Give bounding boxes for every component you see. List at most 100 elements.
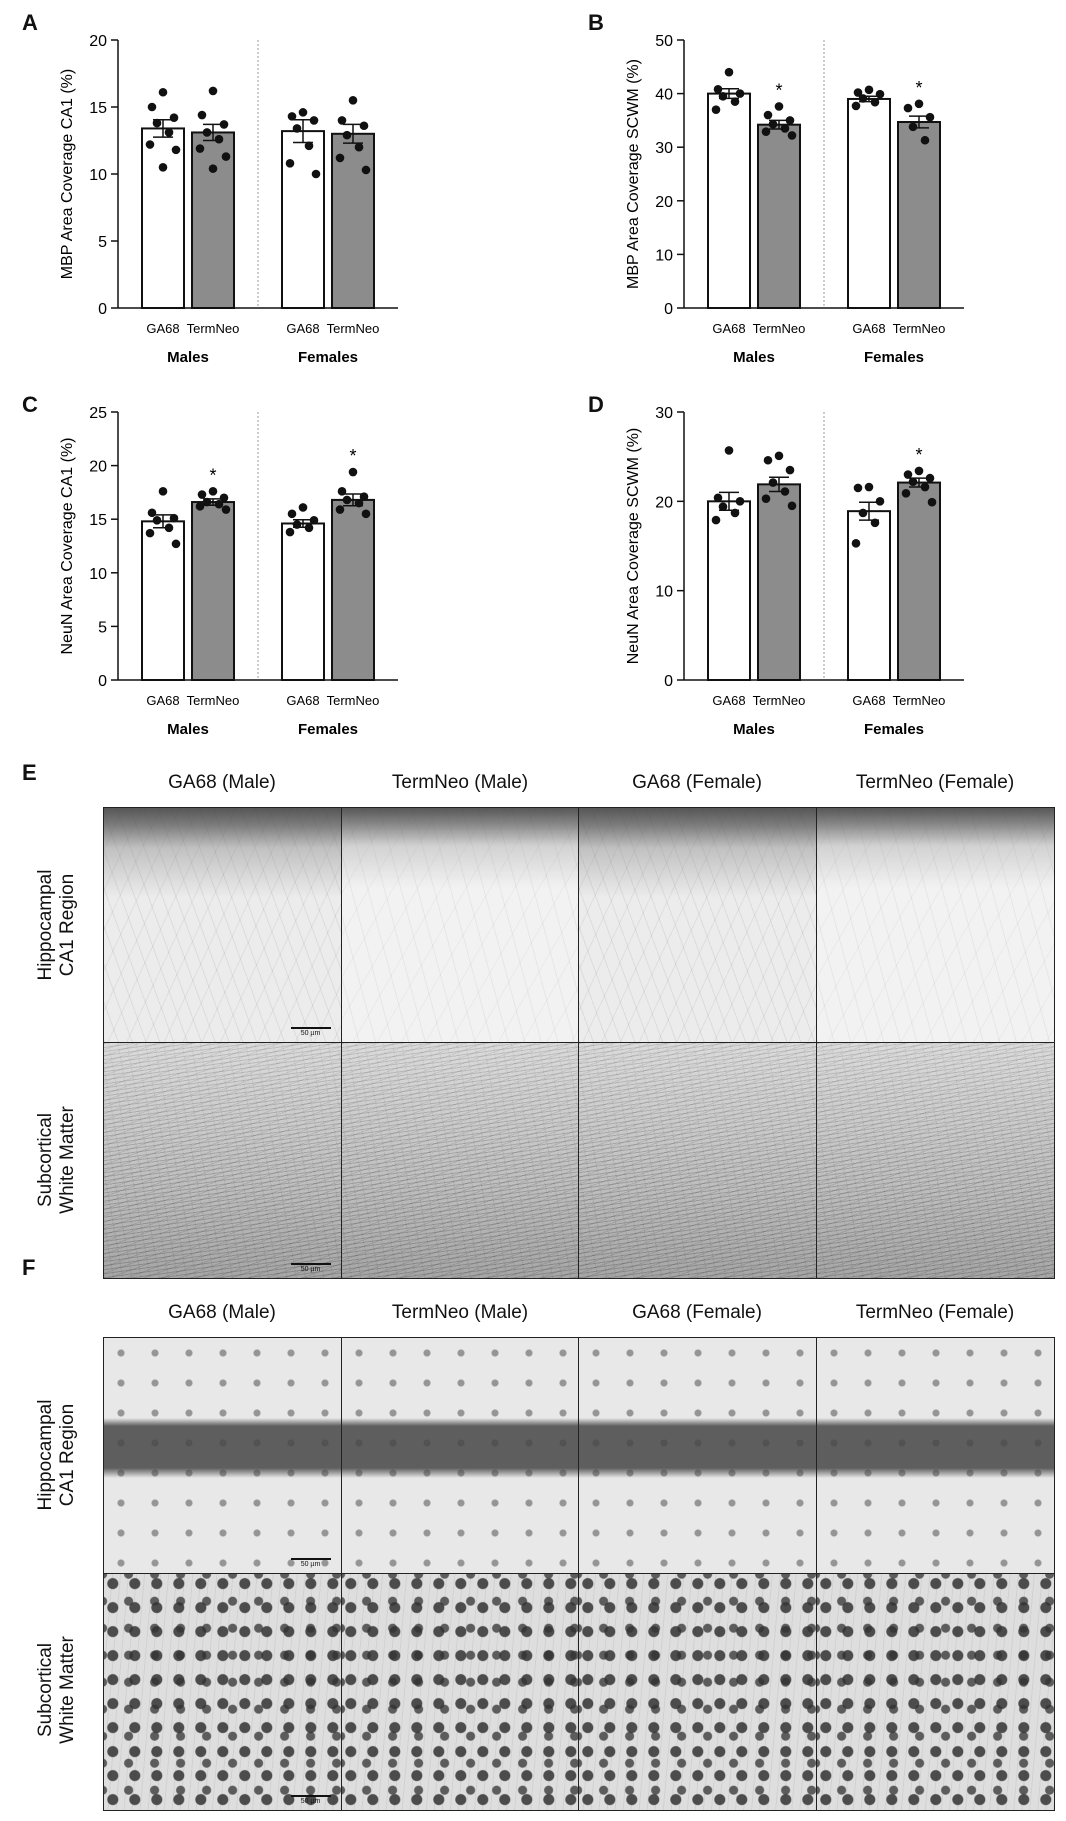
panel-letter-f: F — [22, 1255, 36, 1280]
data-point — [171, 539, 181, 549]
e-image-hippocampal-ga68-female — [579, 808, 817, 1043]
bar-d-1 — [757, 483, 801, 681]
data-point — [713, 85, 723, 94]
y-tick-label: 15 — [89, 100, 107, 117]
data-point — [208, 487, 218, 496]
data-point — [787, 501, 797, 511]
data-point — [221, 505, 231, 514]
data-point — [337, 116, 347, 125]
data-point — [304, 141, 314, 151]
category-label: GA68 — [852, 693, 885, 708]
data-point — [908, 122, 918, 132]
category-label: GA68 — [146, 693, 179, 708]
y-axis-label: NeuN Area Coverage CA1 (%) — [59, 438, 76, 655]
data-point — [219, 493, 229, 503]
data-point — [337, 487, 347, 496]
e-col-title-1: GA68 (Male) — [168, 772, 276, 793]
group-label: Males — [167, 721, 209, 738]
data-point — [735, 89, 745, 98]
data-point — [147, 102, 157, 112]
f-image-hippocampal-ga68-male: 50 µm — [104, 1338, 342, 1574]
data-point — [761, 494, 771, 503]
data-point — [298, 108, 308, 117]
data-point — [763, 455, 773, 465]
chart-a: 0 5 10 15 20 MBP Area Coverage CA1 (%) GA68 Ter… — [59, 33, 398, 366]
data-point — [214, 134, 224, 144]
data-point — [145, 528, 155, 538]
data-point — [348, 467, 358, 477]
data-point — [342, 495, 352, 505]
e-image-grid: 50 µm 50 µm — [103, 807, 1055, 1279]
data-point — [724, 446, 734, 455]
f-row-label-hippocampal: Hippocampal CA1 Region — [35, 1399, 78, 1511]
e-image-white-matter-termneo-female — [816, 1043, 1054, 1278]
data-point — [147, 508, 157, 518]
bar-c-2 — [281, 522, 325, 681]
data-point — [785, 116, 795, 125]
y-tick-label: 0 — [664, 673, 673, 690]
category-label: TermNeo — [327, 321, 380, 336]
e-image-white-matter-ga68-female — [579, 1043, 817, 1278]
data-point — [851, 539, 861, 548]
data-point — [768, 478, 778, 487]
bar-b-3 — [897, 121, 941, 310]
chart-b: 0 10 20 30 40 50 MBP Area Coverage SCWM (%) GA6… — [625, 33, 964, 366]
bar-c-1 — [191, 501, 235, 681]
bar-a-3 — [331, 132, 375, 309]
category-label: TermNeo — [187, 693, 240, 708]
y-tick-label: 30 — [655, 140, 673, 157]
y-tick-label: 30 — [655, 405, 673, 422]
y-tick-label: 5 — [98, 234, 107, 251]
data-point — [785, 465, 795, 475]
y-tick-label: 15 — [89, 512, 107, 529]
e-col-title-4: TermNeo (Female) — [855, 772, 1015, 793]
bar-b-0 — [707, 92, 751, 309]
data-point — [208, 164, 218, 173]
data-point — [169, 113, 179, 123]
group-label: Males — [733, 349, 775, 366]
data-point — [348, 96, 358, 105]
data-point — [875, 497, 885, 506]
e-image-hippocampal-termneo-female — [816, 808, 1054, 1043]
data-point — [718, 91, 728, 101]
group-label: Females — [864, 349, 924, 366]
data-point — [309, 116, 319, 125]
data-point — [730, 508, 740, 518]
panel-letter-c: C — [22, 392, 38, 417]
group-label: Females — [298, 349, 358, 366]
y-tick-label: 20 — [655, 194, 673, 211]
data-point — [164, 128, 174, 137]
f-image-white-matter-ga68-male: 50 µm — [104, 1574, 342, 1810]
data-point — [718, 502, 728, 511]
data-point — [158, 87, 168, 97]
e-col-title-3: GA68 (Female) — [632, 772, 762, 793]
data-point — [761, 127, 771, 136]
y-tick-label: 10 — [655, 584, 673, 601]
y-tick-label: 40 — [655, 87, 673, 104]
data-point — [158, 163, 168, 172]
bar-d-3 — [897, 481, 941, 681]
e-image-white-matter-termneo-male — [341, 1043, 579, 1278]
data-point — [359, 492, 369, 501]
category-label: TermNeo — [327, 693, 380, 708]
data-point — [197, 490, 207, 499]
data-point — [285, 527, 295, 537]
data-point — [361, 509, 371, 519]
data-point — [908, 477, 918, 486]
f-col-title-4: TermNeo (Female) — [855, 1302, 1015, 1323]
chart-d: 0 10 20 30 NeuN Area Coverage SCWM (%) GA68 Te… — [625, 405, 964, 738]
data-point — [864, 85, 874, 95]
bar-b-2 — [847, 97, 891, 309]
significance-marker: * — [915, 445, 922, 465]
y-tick-label: 5 — [98, 619, 107, 636]
y-tick-label: 0 — [98, 673, 107, 690]
bar-b-1 — [757, 123, 801, 309]
data-point — [920, 482, 930, 492]
data-point — [763, 110, 773, 120]
e-image-hippocampal-termneo-male — [341, 808, 579, 1043]
category-label: TermNeo — [187, 321, 240, 336]
data-point — [914, 466, 924, 476]
data-point — [361, 165, 371, 175]
data-point — [914, 99, 924, 109]
data-point — [858, 94, 868, 103]
